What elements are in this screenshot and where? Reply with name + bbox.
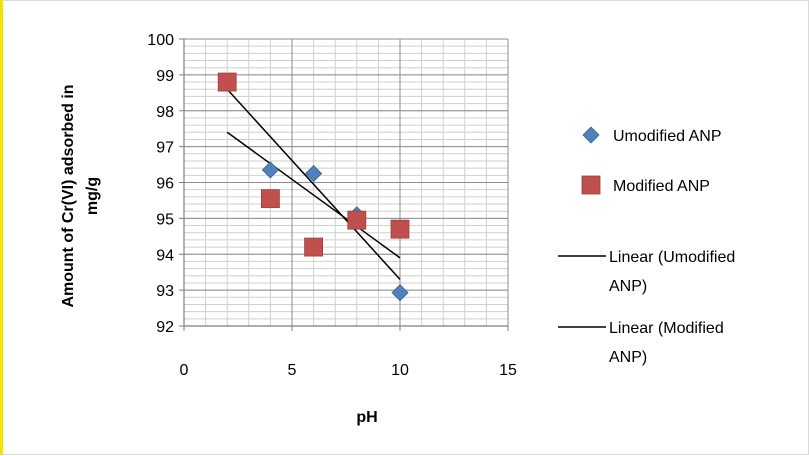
data-point-diamond: [261, 161, 279, 179]
y-tick-label: 93: [156, 283, 174, 300]
grid: [183, 38, 509, 327]
data-point-square: [217, 72, 237, 92]
data-point-diamond: [391, 284, 409, 302]
legend-marker-diamond: [582, 126, 600, 144]
data-point-square: [260, 189, 280, 209]
trendline: [226, 88, 401, 280]
y-tick-label: 100: [147, 32, 174, 49]
y-tick-label: 99: [156, 68, 174, 85]
data-point-square: [390, 219, 410, 239]
data-points: [217, 72, 410, 302]
data-point-diamond: [305, 164, 323, 183]
legend-label: Linear (Umodified: [609, 249, 735, 266]
y-axis-title-line2: mg/g: [84, 177, 101, 215]
y-tick-label: 95: [156, 211, 174, 228]
x-tick-label: 15: [499, 362, 517, 379]
y-tick-label: 97: [156, 140, 174, 157]
trendlines: [226, 88, 401, 280]
y-tick-label: 94: [156, 247, 174, 264]
tick-labels: 92 93 94 95 96 97 98 99 100 0 5 10 15: [147, 32, 517, 379]
legend: Umodified ANP Modified ANP Linear (Umodifi…: [558, 126, 735, 366]
legend-label: Umodified ANP: [613, 128, 722, 145]
x-tick-label: 10: [391, 362, 409, 379]
data-point-square: [347, 210, 367, 230]
chart-svg: 92 93 94 95 96 97 98 99 100 0 5 10 15 pH Amount of C…: [60, 32, 735, 426]
y-tick-label: 96: [156, 176, 174, 193]
x-tick-label: 5: [288, 362, 297, 379]
y-tick-label: 98: [156, 104, 174, 121]
legend-label: Linear (Modified: [609, 320, 724, 337]
y-axis-title-line1: Amount of Cr(VI) adsorbed in: [60, 84, 77, 307]
legend-label: ANP): [609, 278, 647, 295]
y-tick-label: 92: [156, 319, 174, 336]
x-tick-label: 0: [180, 362, 189, 379]
legend-label: Modified ANP: [613, 178, 710, 195]
x-axis-title: pH: [356, 409, 377, 426]
axes: [179, 38, 509, 331]
data-point-square: [304, 237, 324, 257]
legend-marker-square: [581, 175, 601, 195]
legend-label: ANP): [609, 349, 647, 366]
axis-titles: pH Amount of Cr(VI) adsorbed in mg/g: [60, 84, 378, 426]
trendline: [226, 131, 401, 259]
